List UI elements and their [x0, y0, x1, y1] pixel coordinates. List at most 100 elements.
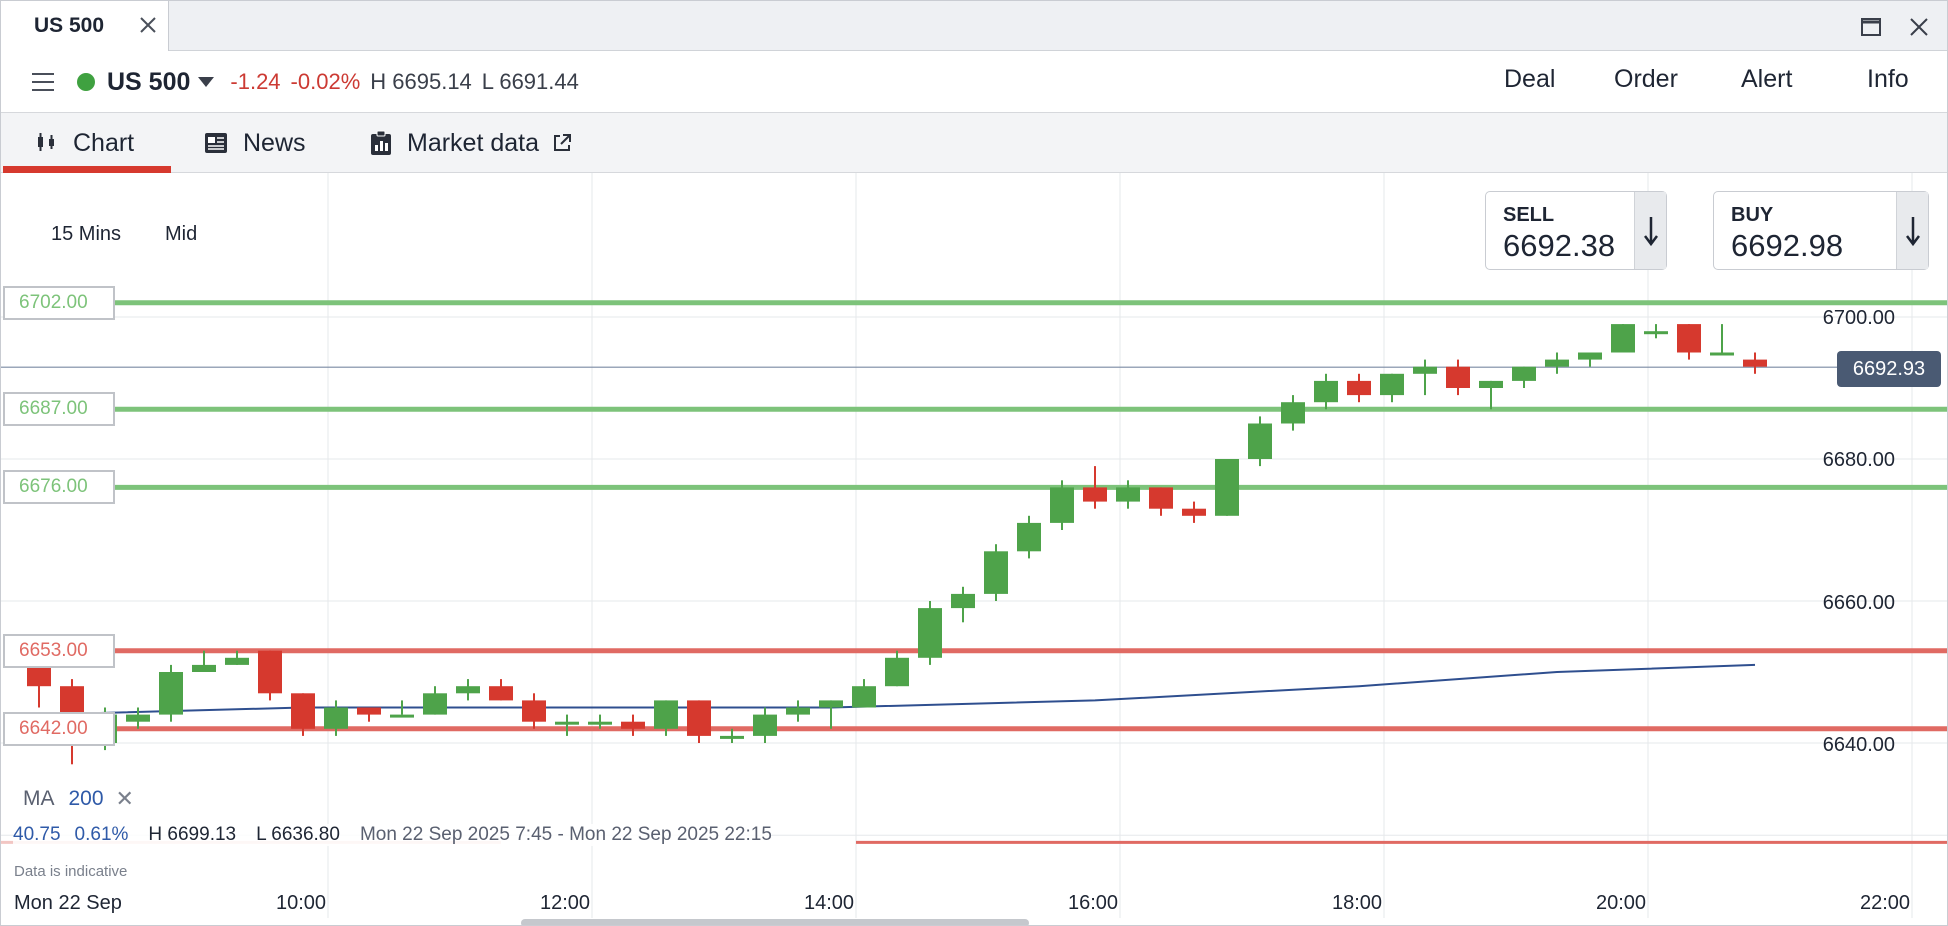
level-price-label[interactable]: 6676.00 [3, 470, 115, 505]
newspaper-icon [205, 133, 227, 153]
ma-period[interactable]: 200 [68, 787, 104, 810]
price-type-selector[interactable]: Mid [165, 223, 198, 245]
view-tabs [1, 113, 1947, 173]
x-tick-label: 16:00 [1068, 892, 1119, 914]
tab-market-data[interactable]: Market data [369, 113, 587, 173]
candle-body [1611, 324, 1635, 353]
x-tick-label: 22:00 [1860, 892, 1911, 914]
y-tick-label: 6640.00 [1822, 734, 1895, 756]
candle-body [324, 707, 348, 729]
tab-news[interactable]: News [203, 113, 306, 173]
x-tick-label: 14:00 [804, 892, 855, 914]
candle-body [1314, 380, 1338, 403]
candle-body [1017, 522, 1041, 552]
x-tick-label: 20:00 [1596, 892, 1647, 914]
candle-body [423, 693, 447, 715]
range-stats: 40.75 0.61% H 6699.13 L 6636.80 Mon 22 S… [13, 824, 772, 846]
data-disclaimer: Data is indicative [14, 863, 128, 880]
arrow-down-icon [1896, 192, 1928, 269]
candle-body [951, 593, 975, 609]
candle-body [1512, 366, 1536, 381]
market-status-icon [77, 73, 95, 91]
chart-scrollbar[interactable] [521, 919, 1029, 925]
buy-button[interactable]: BUY 6692.98 [1713, 191, 1929, 270]
candle-body [291, 693, 315, 729]
candle-body [1479, 380, 1503, 388]
candle-body [918, 608, 942, 658]
remove-indicator-icon[interactable]: ✕ [115, 786, 134, 811]
range-change: 40.75 [13, 824, 61, 845]
candle-body [852, 686, 876, 708]
candle-body [786, 707, 810, 715]
close-window-icon[interactable] [1907, 15, 1931, 39]
candle-body [1050, 487, 1074, 523]
instrument-summary: US 500 -1.24 -0.02% H 6695.14 L 6691.44 [77, 67, 589, 97]
y-tick-label: 6660.00 [1822, 592, 1895, 614]
window-tab-title: US 500 [34, 14, 105, 37]
sell-price: 6692.38 [1503, 228, 1616, 263]
price-change-pct: -0.02% [290, 69, 361, 94]
candle-body [1578, 352, 1602, 360]
candle-body [1248, 423, 1272, 459]
tab-news-label: News [243, 128, 306, 157]
range-low: L 6636.80 [256, 824, 340, 845]
y-tick-label: 6680.00 [1822, 449, 1895, 471]
close-tab-icon[interactable] [137, 14, 159, 36]
candle-body [390, 714, 414, 718]
buy-label: BUY [1731, 204, 1774, 226]
level-price-label[interactable]: 6653.00 [3, 633, 115, 668]
level-price-label[interactable]: 6687.00 [3, 392, 115, 427]
candle-body [984, 551, 1008, 594]
maximize-icon[interactable] [1859, 15, 1883, 39]
candle-body [1380, 373, 1404, 396]
instrument-bar [1, 51, 1947, 113]
candle-body [720, 735, 744, 739]
candle-body [357, 707, 381, 715]
candle-body [1215, 459, 1239, 516]
level-price-label[interactable]: 6642.00 [3, 711, 115, 746]
order-button[interactable]: Order [1614, 65, 1678, 93]
active-tab-indicator [3, 166, 171, 173]
buy-price: 6692.98 [1731, 228, 1844, 263]
price-chart[interactable] [1, 173, 1948, 926]
candle-body [1710, 352, 1734, 356]
date-label: Mon 22 Sep [14, 892, 122, 914]
level-price-label[interactable]: 6702.00 [3, 285, 115, 320]
x-tick-label: 10:00 [276, 892, 327, 914]
candle-body [1083, 487, 1107, 502]
info-button[interactable]: Info [1867, 65, 1909, 93]
candle-body [1149, 487, 1173, 509]
candle-body [687, 700, 711, 736]
instrument-name[interactable]: US 500 [107, 67, 191, 96]
candle-body [885, 657, 909, 687]
candle-body [456, 686, 480, 694]
candlestick-icon [38, 133, 54, 151]
candle-body [225, 657, 249, 665]
sell-button[interactable]: SELL 6692.38 [1485, 191, 1667, 270]
clipboard-chart-icon [371, 130, 391, 155]
alert-button[interactable]: Alert [1741, 65, 1793, 93]
ma-indicator: MA 200 ✕ [23, 786, 134, 812]
candle-body [1347, 380, 1371, 396]
menu-icon[interactable] [31, 71, 55, 93]
candle-body [588, 721, 612, 725]
candle-body [1413, 366, 1437, 374]
candle-body [819, 700, 843, 708]
tab-chart-label: Chart [73, 128, 135, 157]
y-tick-label: 6700.00 [1822, 307, 1895, 329]
deal-button[interactable]: Deal [1504, 65, 1556, 93]
day-high: H 6695.14 [370, 69, 472, 94]
candle-body [1644, 331, 1668, 335]
current-price-tag: 6692.93 [1837, 351, 1941, 387]
external-link-icon [554, 134, 572, 151]
tab-chart[interactable]: Chart [35, 113, 134, 173]
caret-down-icon[interactable] [198, 77, 215, 87]
arrow-down-icon [1634, 192, 1666, 269]
candle-body [1281, 402, 1305, 424]
interval-selector[interactable]: 15 Mins [51, 223, 122, 245]
chart-area[interactable] [1, 173, 1948, 926]
window-tab[interactable]: US 500 [1, 1, 169, 51]
candle-body [489, 686, 513, 701]
ma-name: MA [23, 787, 55, 810]
